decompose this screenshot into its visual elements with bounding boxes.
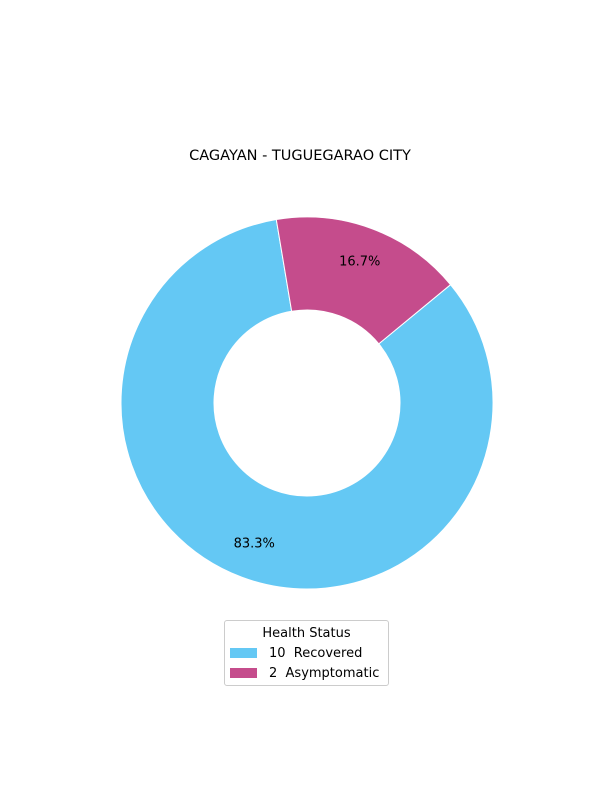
legend-label-recovered: 10 Recovered [269,645,363,661]
legend-title: Health Status [262,626,351,641]
slice-asymptomatic [275,216,452,345]
slice-label-recovered: 83.3% [234,537,275,552]
legend-swatch-recovered [230,648,257,658]
chart-title: CAGAYAN - TUGUEGARAO CITY [189,148,411,164]
legend-item-recovered: 10 Recovered [225,643,388,663]
legend-label-asymptomatic: 2 Asymptomatic [269,665,380,681]
slice-label-asymptomatic: 16.7% [339,254,380,269]
slice-recovered [120,218,494,590]
legend-swatch-asymptomatic [230,668,257,678]
legend-item-asymptomatic: 2 Asymptomatic [225,663,388,683]
legend: Health Status 10 Recovered 2 Asymptomati… [224,620,389,686]
